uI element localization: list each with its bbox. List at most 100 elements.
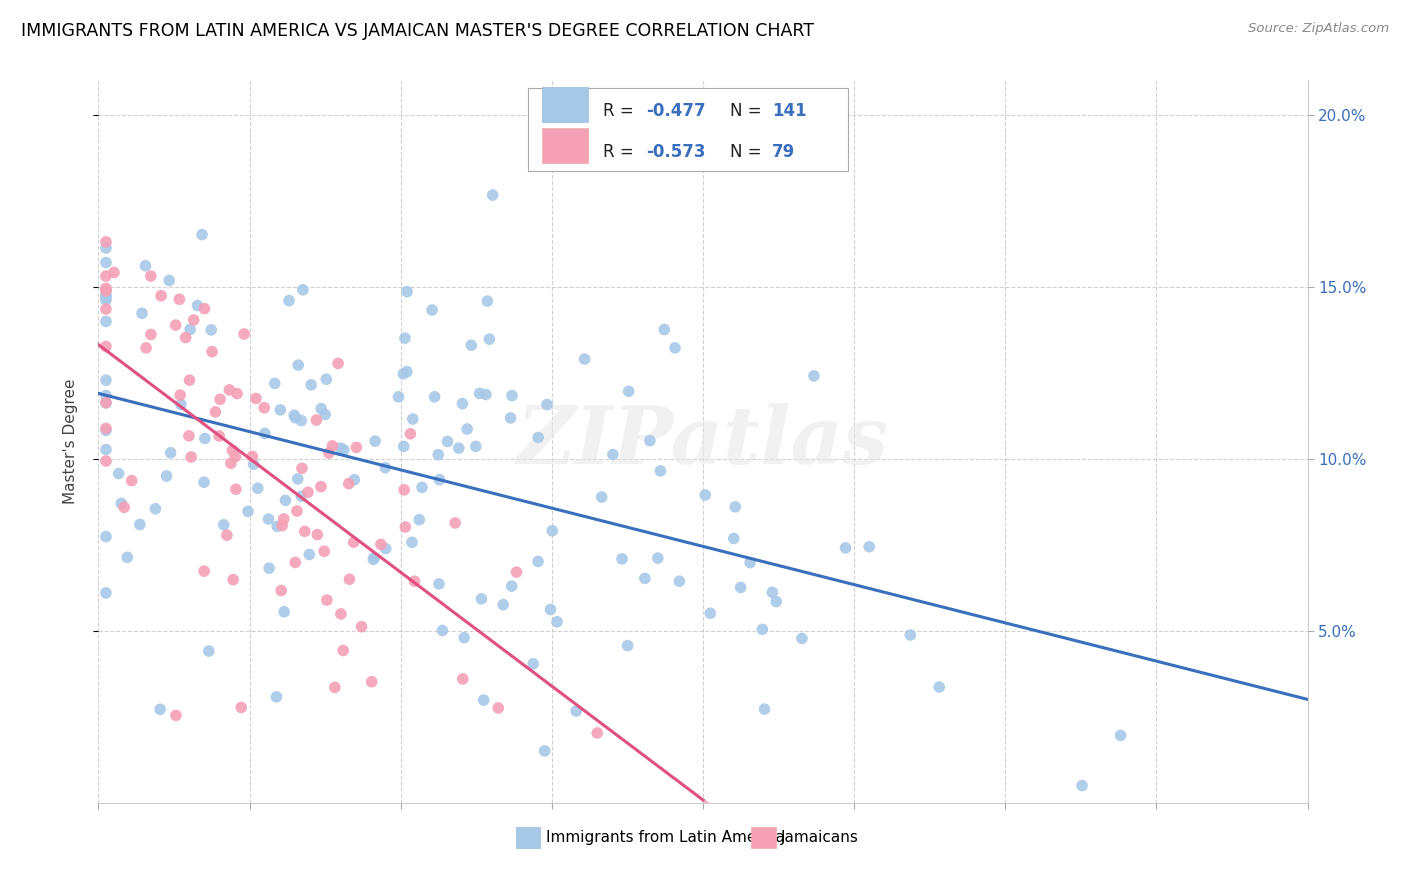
Point	[803, 368, 825, 383]
Point	[527, 430, 550, 444]
Point	[287, 358, 309, 372]
Point	[94, 421, 117, 435]
Point	[278, 293, 301, 308]
Point	[475, 387, 498, 401]
Point	[647, 551, 669, 566]
Point	[222, 573, 245, 587]
Point	[1109, 729, 1132, 743]
Point	[321, 439, 343, 453]
Point	[404, 574, 426, 589]
Point	[314, 408, 336, 422]
Point	[155, 469, 177, 483]
Point	[540, 602, 562, 616]
Point	[94, 442, 117, 457]
Point	[180, 450, 202, 464]
Point	[427, 448, 450, 462]
Point	[290, 414, 312, 428]
Text: 79: 79	[772, 144, 796, 161]
Point	[94, 339, 117, 353]
Point	[245, 392, 267, 406]
Point	[522, 657, 544, 671]
Point	[309, 401, 332, 416]
Point	[94, 314, 117, 328]
Point	[536, 398, 558, 412]
Point	[186, 298, 208, 312]
Point	[664, 341, 686, 355]
Point	[451, 397, 474, 411]
Text: Jamaicans: Jamaicans	[780, 830, 858, 845]
Point	[427, 577, 450, 591]
Point	[477, 294, 499, 309]
Point	[387, 390, 409, 404]
Point	[94, 284, 117, 298]
Point	[291, 461, 314, 475]
Point	[460, 338, 482, 352]
Point	[94, 290, 117, 304]
Point	[333, 442, 356, 457]
Point	[94, 388, 117, 402]
Point	[94, 284, 117, 298]
Point	[738, 556, 761, 570]
Point	[134, 259, 156, 273]
Point	[350, 620, 373, 634]
Point	[616, 639, 638, 653]
Point	[94, 281, 117, 295]
Point	[392, 367, 415, 381]
Point	[307, 527, 329, 541]
Point	[429, 473, 451, 487]
Point	[298, 548, 321, 562]
Point	[233, 326, 256, 341]
Point	[394, 331, 416, 345]
Point	[541, 524, 564, 538]
Point	[94, 268, 117, 283]
Point	[602, 448, 624, 462]
Text: ZIPatlas: ZIPatlas	[517, 403, 889, 480]
Point	[501, 388, 523, 402]
Point	[266, 519, 288, 533]
Point	[269, 402, 291, 417]
Point	[444, 516, 467, 530]
Point	[546, 615, 568, 629]
Point	[617, 384, 640, 399]
Point	[291, 283, 314, 297]
Point	[246, 481, 269, 495]
Point	[201, 344, 224, 359]
Point	[284, 410, 307, 425]
Point	[285, 504, 308, 518]
Point	[724, 500, 747, 514]
Point	[472, 693, 495, 707]
Point	[309, 480, 332, 494]
Point	[501, 579, 523, 593]
Point	[224, 450, 246, 464]
Text: 141: 141	[772, 102, 807, 120]
Point	[470, 591, 492, 606]
Point	[266, 690, 288, 704]
Point	[225, 482, 247, 496]
Point	[344, 441, 367, 455]
Text: N =: N =	[730, 144, 766, 161]
Point	[169, 292, 191, 306]
Text: -0.573: -0.573	[647, 144, 706, 161]
Point	[329, 607, 352, 621]
Point	[408, 513, 430, 527]
Point	[591, 490, 613, 504]
Point	[464, 439, 486, 453]
Point	[765, 594, 787, 608]
FancyBboxPatch shape	[543, 87, 588, 121]
Text: IMMIGRANTS FROM LATIN AMERICA VS JAMAICAN MASTER'S DEGREE CORRELATION CHART: IMMIGRANTS FROM LATIN AMERICA VS JAMAICA…	[21, 22, 814, 40]
Point	[790, 632, 813, 646]
Point	[193, 301, 215, 316]
Point	[94, 293, 117, 307]
Point	[652, 322, 675, 336]
Point	[94, 454, 117, 468]
Point	[219, 456, 242, 470]
Point	[212, 517, 235, 532]
Point	[290, 489, 312, 503]
Point	[193, 475, 215, 490]
Point	[928, 680, 950, 694]
Point	[94, 373, 117, 387]
Point	[499, 411, 522, 425]
Point	[723, 532, 745, 546]
Point	[898, 628, 921, 642]
Point	[395, 365, 418, 379]
